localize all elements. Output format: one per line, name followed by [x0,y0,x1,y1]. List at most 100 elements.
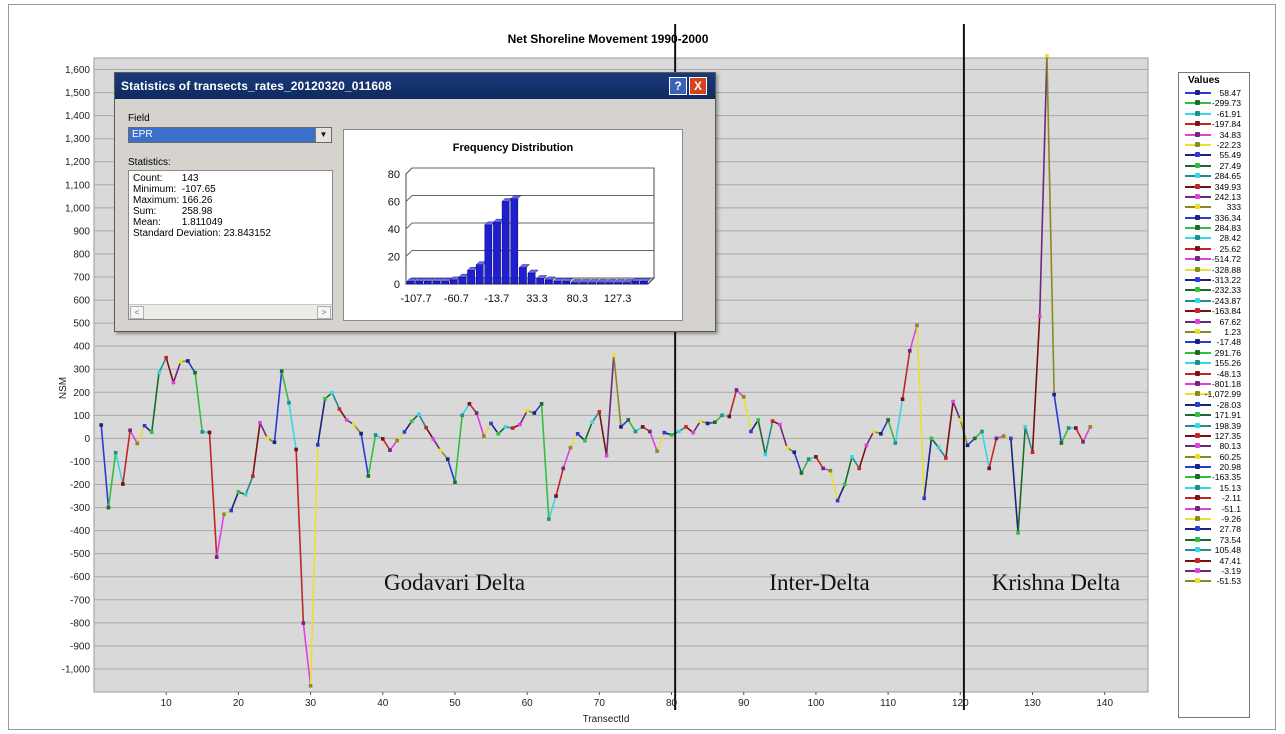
data-point [251,474,255,479]
legend-swatch [1185,256,1211,262]
series-segment [302,622,312,687]
data-point [113,450,118,455]
data-point [828,468,833,473]
data-point [344,418,349,422]
data-point [525,408,529,413]
data-point [575,431,580,436]
y-tick-label: 100 [73,411,90,422]
legend-entry: 127.35 [1179,431,1249,441]
series-segment [367,434,377,477]
y-tick-label: -500 [70,549,90,560]
scroll-right-icon[interactable]: > [317,306,331,319]
statistics-list[interactable]: Count: 143 Minimum: -107.65 Maximum: 166.2… [128,170,333,320]
data-point [287,400,291,405]
legend-entry: 349.93 [1179,182,1249,192]
data-point [330,390,335,395]
legend-entry: -163.84 [1179,306,1249,316]
legend-swatch [1185,162,1211,168]
histogram-bar-top [415,278,427,282]
legend-label: -48.13 [1216,368,1241,379]
y-tick-label: 1,400 [65,111,90,122]
series-segment [273,370,283,444]
legend-label: -232.33 [1211,285,1241,296]
legend-label: 155.26 [1214,358,1241,369]
legend-label: 58.47 [1219,88,1241,98]
statistic-row: Standard Deviation: 23.843152 [133,228,328,239]
data-point [842,482,847,487]
histogram-bar [588,282,596,285]
histogram-bar [406,281,415,285]
statistic-value: 166.26 [179,195,213,206]
data-point [1074,426,1078,430]
legend-label: 25.62 [1219,243,1241,254]
legend-swatch [1185,380,1211,386]
y-tick-label: 900 [73,226,90,237]
x-tick-label: 70 [594,698,606,709]
series-segment [952,400,962,421]
series-segment [1024,426,1034,454]
histogram-x-tick-label: 33.3 [526,293,547,305]
series-segment [360,432,370,477]
statistic-value: 143 [179,173,199,184]
data-point [821,466,825,471]
y-tick-label: 300 [73,365,90,376]
series-segment [208,431,218,558]
histogram-y-tick-label: 20 [388,252,400,264]
data-point [1001,434,1006,438]
data-point [676,429,681,434]
histogram-bar [553,281,562,285]
dialog-titlebar[interactable]: Statistics of transects_rates_20120320_0… [115,73,715,99]
legend-entry: 60.25 [1179,452,1249,462]
data-point [626,418,631,422]
data-point [352,422,356,427]
horizontal-scrollbar[interactable]: < > [129,304,332,319]
legend-entry: 34.83 [1179,130,1249,140]
data-point [915,323,919,328]
legend-label: 333 [1226,202,1241,213]
data-point [705,421,710,426]
data-point [539,402,544,406]
help-button[interactable]: ? [669,77,687,95]
x-tick-label: 110 [880,698,896,709]
legend-entry: 333 [1179,202,1249,212]
histogram-bar-top [518,264,530,268]
data-point [121,482,125,486]
legend-label: 336.34 [1214,212,1241,223]
legend-swatch [1185,526,1211,532]
close-button[interactable]: X [689,77,707,95]
y-tick-label: -600 [70,572,90,583]
y-tick-label: -1,000 [62,664,91,675]
series-segment [908,324,918,352]
legend-entry: 28.42 [1179,233,1249,243]
data-point [424,425,428,430]
legend-entry: -1,072.99 [1179,389,1249,399]
data-point [1023,425,1028,429]
legend-label: 284.65 [1214,171,1241,182]
data-point [907,348,912,353]
x-tick-label: 50 [449,698,461,709]
legend: Values 58.47 -299.73 -61.91 -197.84 34.83 -22… [1178,72,1250,718]
chevron-down-icon[interactable]: ▼ [315,128,331,142]
series-segment [793,451,803,474]
data-point [1066,426,1071,430]
histogram-bar-top [570,279,582,283]
legend-swatch [1185,204,1211,210]
series-segment [295,448,305,624]
series-segment [114,451,124,485]
data-point [958,418,963,422]
data-point [380,437,385,441]
y-tick-label: 1,300 [65,134,90,145]
histogram-bar [527,272,536,285]
legend-label: 242.13 [1214,191,1241,202]
legend-label: -22.23 [1216,139,1241,150]
x-axis-label: TransectId [583,714,630,725]
scroll-left-icon[interactable]: < [130,306,144,319]
histogram-bar [458,276,467,285]
histogram-bar-top [527,269,539,274]
histogram-bar [545,279,553,285]
field-select[interactable]: EPR ▼ [128,127,332,143]
chart-frame [8,4,1276,730]
legend-entry: -2.11 [1179,493,1249,503]
series-segment [569,432,579,449]
x-tick-label: 140 [1096,698,1113,709]
